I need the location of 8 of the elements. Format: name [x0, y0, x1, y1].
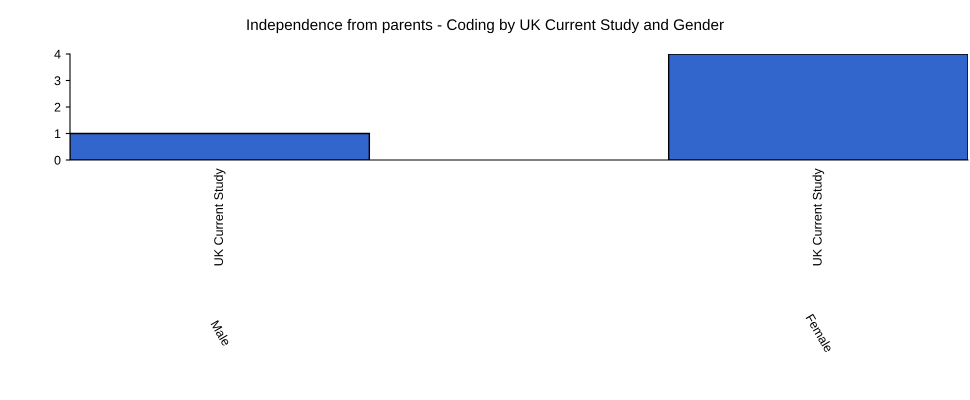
y-tick-label: 1: [54, 129, 60, 138]
x-tick-label: UK Current Study: [214, 168, 226, 266]
y-tick-label: 0: [54, 156, 60, 165]
x-tick-label: UK Current Study: [812, 168, 824, 266]
y-tick-label: 4: [54, 50, 61, 59]
y-tick-label: 2: [54, 102, 60, 112]
chart-title: Independence from parents - Coding by UK Current Study and Gender: [247, 18, 724, 34]
y-tick-label: 3: [54, 76, 60, 86]
